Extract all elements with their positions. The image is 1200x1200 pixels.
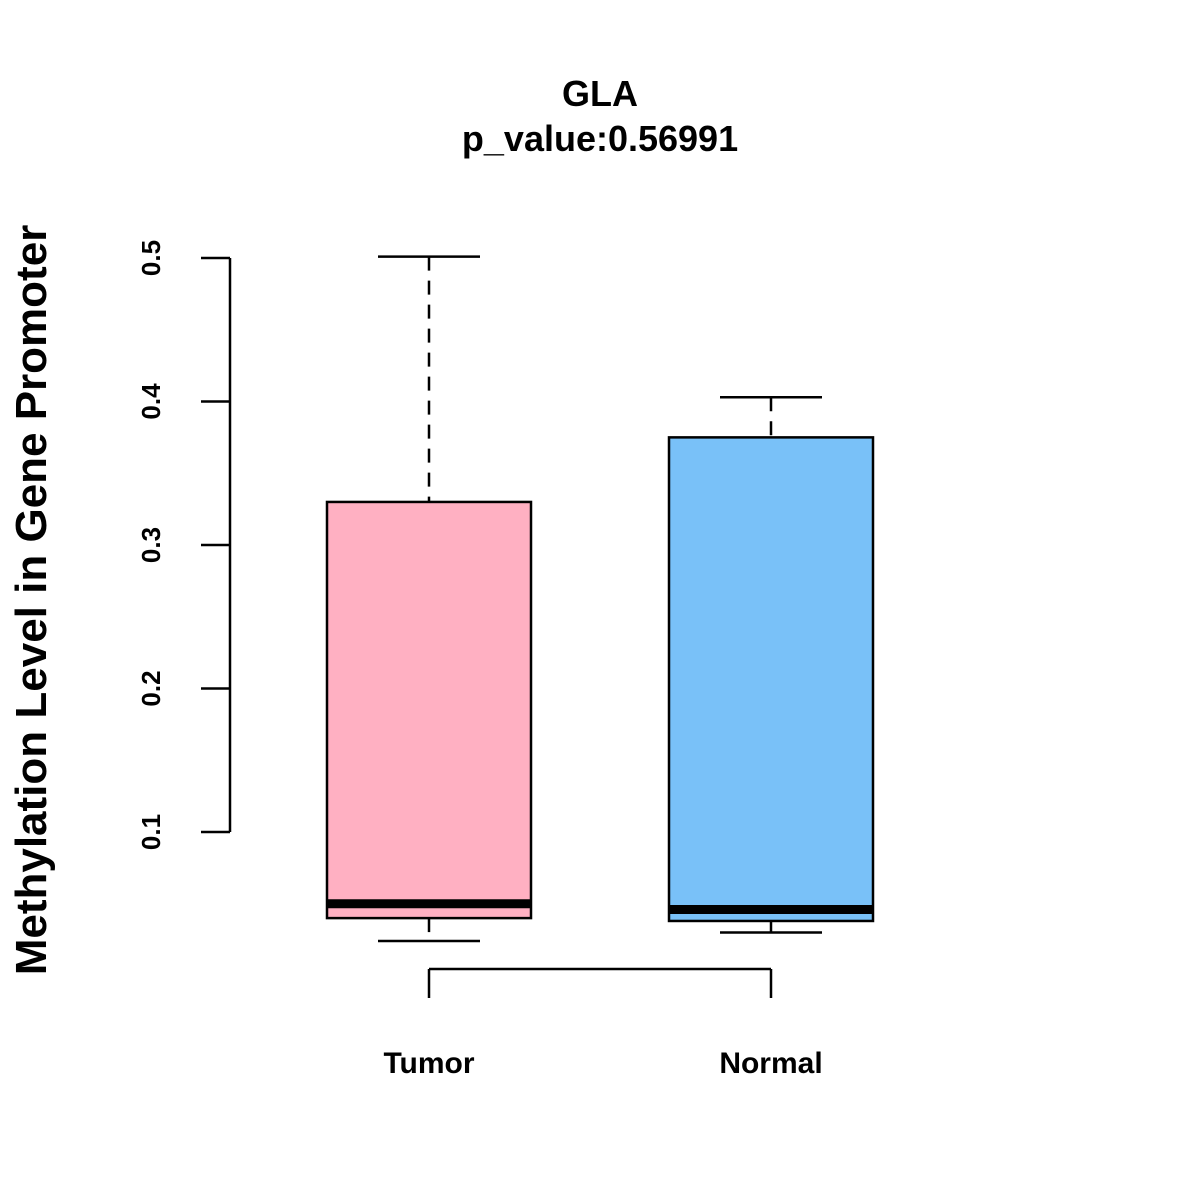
x-tick-label-normal: Normal (719, 1047, 822, 1080)
box-tumor (325, 500, 533, 920)
y-tick-label: 0.5 (136, 240, 166, 276)
box-group-tumor (325, 255, 533, 943)
y-tick-label: 0.4 (136, 383, 166, 420)
y-tick-label: 0.1 (136, 814, 166, 850)
y-tick-label: 0.3 (136, 527, 166, 563)
y-tick-label: 0.2 (136, 670, 166, 706)
x-axis: Tumor Normal (383, 967, 823, 1080)
box-group-normal (667, 395, 875, 934)
boxes-layer (325, 255, 875, 943)
chart-title: GLA (562, 73, 638, 114)
x-tick-label-tumor: Tumor (383, 1047, 474, 1080)
box-normal (667, 436, 875, 923)
y-axis: 0.1 0.2 0.3 0.4 0.5 (136, 240, 232, 850)
y-axis-label: Methylation Level in Gene Promoter (7, 225, 56, 976)
chart-subtitle: p_value:0.56991 (462, 118, 738, 159)
